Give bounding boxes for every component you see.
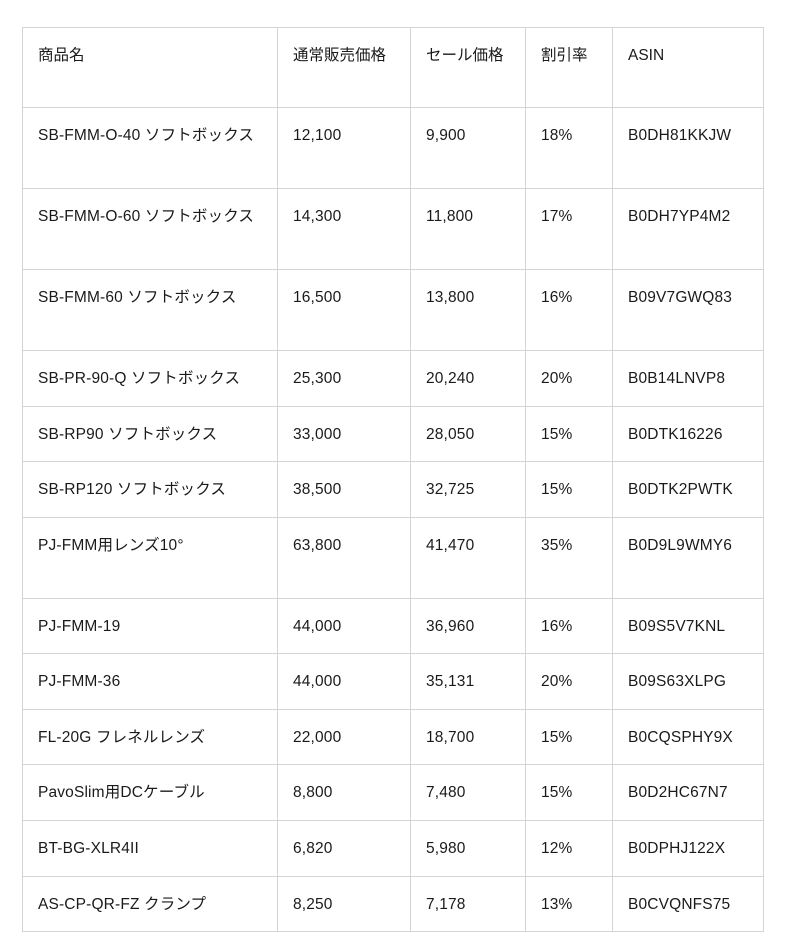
column-header-name: 商品名: [22, 27, 278, 108]
cell-asin: B09V7GWQ83: [612, 269, 764, 351]
cell-sale: 7,178: [410, 875, 526, 933]
cell-discount: 17%: [525, 188, 613, 270]
cell-discount: 20%: [525, 653, 613, 710]
cell-name: PJ-FMM-36: [22, 653, 278, 710]
column-header-asin: ASIN: [612, 27, 764, 108]
cell-asin: B0D9L9WMY6: [612, 516, 764, 599]
table-header-row: 商品名 通常販売価格 セール価格 割引率 ASIN: [22, 27, 764, 108]
cell-discount: 18%: [525, 107, 613, 189]
cell-sale: 36,960: [410, 597, 526, 655]
cell-regular: 12,100: [277, 107, 411, 189]
table-body: SB-FMM-O-40 ソフトボックス 12,100 9,900 18% B0DH81K…: [22, 107, 764, 933]
table-row: PavoSlim用DCケーブル 8,800 7,480 15% B0D2HC67N7: [22, 764, 764, 822]
table-row: PJ-FMM用レンズ10° 63,800 41,470 35% B0D9L9WMY6: [22, 516, 764, 599]
cell-asin: B0DH7YP4M2: [612, 188, 764, 270]
cell-name: SB-RP120 ソフトボックス: [22, 461, 278, 518]
cell-sale: 35,131: [410, 653, 526, 710]
table-row: SB-RP120 ソフトボックス 38,500 32,725 15% B0DTK2PWT…: [22, 461, 764, 518]
cell-name: AS-CP-QR-FZ クランプ: [22, 875, 278, 933]
cell-discount: 15%: [525, 764, 613, 822]
product-price-table: 商品名 通常販売価格 セール価格 割引率 ASIN SB-FMM-O-40 ソフトボック…: [22, 27, 764, 933]
cell-discount: 15%: [525, 708, 613, 766]
cell-regular: 44,000: [277, 597, 411, 655]
cell-sale: 5,980: [410, 820, 526, 877]
cell-name: PJ-FMM-19: [22, 597, 278, 655]
column-header-discount: 割引率: [525, 27, 613, 108]
cell-sale: 9,900: [410, 107, 526, 189]
cell-name: SB-RP90 ソフトボックス: [22, 405, 278, 463]
cell-name: SB-FMM-O-40 ソフトボックス: [22, 107, 278, 189]
table-row: PJ-FMM-36 44,000 35,131 20% B09S63XLPG: [22, 653, 764, 710]
cell-discount: 16%: [525, 597, 613, 655]
table-row: PJ-FMM-19 44,000 36,960 16% B09S5V7KNL: [22, 597, 764, 655]
cell-discount: 15%: [525, 405, 613, 463]
cell-asin: B0CQSPHY9X: [612, 708, 764, 766]
cell-regular: 16,500: [277, 269, 411, 351]
column-header-regular: 通常販売価格: [277, 27, 411, 108]
cell-regular: 44,000: [277, 653, 411, 710]
cell-asin: B0DPHJ122X: [612, 820, 764, 877]
table-row: FL-20G フレネルレンズ 22,000 18,700 15% B0CQSPHY9X: [22, 708, 764, 766]
cell-name: PavoSlim用DCケーブル: [22, 764, 278, 822]
cell-name: SB-FMM-O-60 ソフトボックス: [22, 188, 278, 270]
cell-name: SB-PR-90-Q ソフトボックス: [22, 350, 278, 407]
table-header: 商品名 通常販売価格 セール価格 割引率 ASIN: [22, 27, 764, 108]
table-row: SB-RP90 ソフトボックス 33,000 28,050 15% B0DTK16226: [22, 405, 764, 463]
cell-name: SB-FMM-60 ソフトボックス: [22, 269, 278, 351]
cell-regular: 25,300: [277, 350, 411, 407]
cell-asin: B0DH81KKJW: [612, 107, 764, 189]
cell-asin: B0D2HC67N7: [612, 764, 764, 822]
cell-discount: 13%: [525, 875, 613, 933]
column-header-sale: セール価格: [410, 27, 526, 108]
cell-sale: 41,470: [410, 516, 526, 599]
cell-sale: 28,050: [410, 405, 526, 463]
table-row: SB-FMM-60 ソフトボックス 16,500 13,800 16% B09V7GWQ…: [22, 269, 764, 351]
cell-discount: 15%: [525, 461, 613, 518]
cell-discount: 35%: [525, 516, 613, 599]
table-row: SB-PR-90-Q ソフトボックス 25,300 20,240 20% B0B14LN…: [22, 350, 764, 407]
cell-sale: 18,700: [410, 708, 526, 766]
cell-regular: 22,000: [277, 708, 411, 766]
cell-sale: 20,240: [410, 350, 526, 407]
cell-name: BT-BG-XLR4II: [22, 820, 278, 877]
cell-asin: B09S63XLPG: [612, 653, 764, 710]
cell-asin: B0CVQNFS75: [612, 875, 764, 933]
cell-regular: 38,500: [277, 461, 411, 518]
cell-regular: 33,000: [277, 405, 411, 463]
cell-name: FL-20G フレネルレンズ: [22, 708, 278, 766]
cell-name: PJ-FMM用レンズ10°: [22, 516, 278, 599]
cell-sale: 11,800: [410, 188, 526, 270]
cell-asin: B0DTK2PWTK: [612, 461, 764, 518]
cell-discount: 16%: [525, 269, 613, 351]
cell-regular: 8,800: [277, 764, 411, 822]
cell-regular: 63,800: [277, 516, 411, 599]
cell-asin: B09S5V7KNL: [612, 597, 764, 655]
cell-asin: B0B14LNVP8: [612, 350, 764, 407]
table-row: SB-FMM-O-60 ソフトボックス 14,300 11,800 17% B0DH7Y…: [22, 188, 764, 270]
cell-regular: 14,300: [277, 188, 411, 270]
cell-discount: 12%: [525, 820, 613, 877]
cell-regular: 6,820: [277, 820, 411, 877]
table-row: BT-BG-XLR4II 6,820 5,980 12% B0DPHJ122X: [22, 820, 764, 877]
cell-sale: 7,480: [410, 764, 526, 822]
cell-regular: 8,250: [277, 875, 411, 933]
cell-sale: 32,725: [410, 461, 526, 518]
table-row: SB-FMM-O-40 ソフトボックス 12,100 9,900 18% B0DH81K…: [22, 107, 764, 189]
cell-asin: B0DTK16226: [612, 405, 764, 463]
table-row: AS-CP-QR-FZ クランプ 8,250 7,178 13% B0CVQNFS75: [22, 875, 764, 933]
cell-sale: 13,800: [410, 269, 526, 351]
cell-discount: 20%: [525, 350, 613, 407]
